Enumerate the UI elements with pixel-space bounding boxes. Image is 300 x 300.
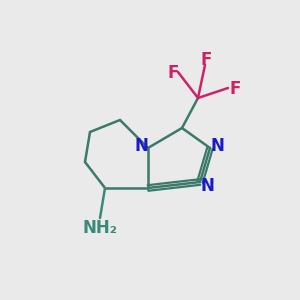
Text: NH₂: NH₂ [82,219,118,237]
Text: N: N [200,177,214,195]
Text: N: N [210,137,224,155]
Text: F: F [229,80,241,98]
Text: N: N [134,137,148,155]
Text: F: F [200,51,212,69]
Text: F: F [167,64,179,82]
